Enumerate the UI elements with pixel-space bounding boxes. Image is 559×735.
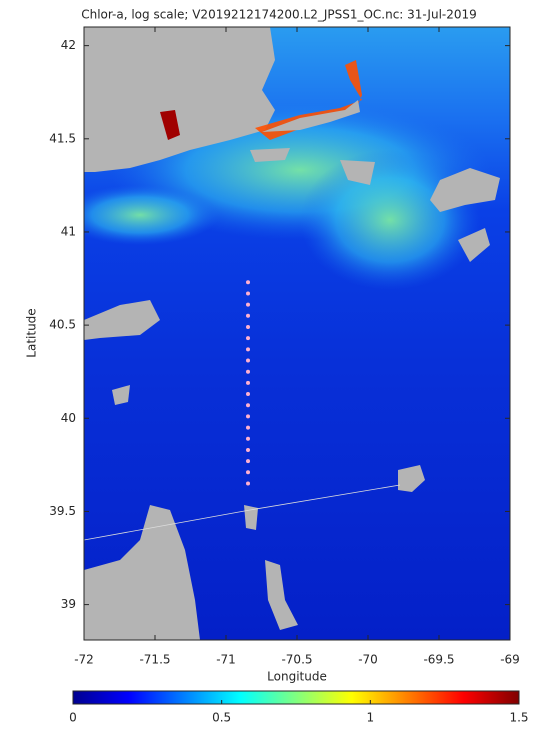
station [246, 324, 251, 329]
station [246, 403, 251, 408]
station [246, 380, 251, 385]
y-tick-label: 40.5 [49, 318, 76, 332]
cape-cod [262, 100, 360, 132]
x-tick-label: -70.5 [281, 653, 312, 667]
station [246, 336, 251, 341]
cloud [265, 560, 298, 630]
cloud [398, 465, 425, 492]
bloom [300, 150, 480, 290]
station [246, 436, 251, 441]
y-tick-label: 42 [61, 38, 76, 52]
cloud [244, 505, 258, 530]
marthas-vineyard [250, 148, 290, 162]
colorbar-tick-label: 1 [367, 711, 375, 725]
station [246, 369, 251, 374]
coast-high [160, 110, 180, 140]
x-tick-label: -71 [216, 653, 236, 667]
x-tick-label: -69 [500, 653, 520, 667]
station [246, 414, 251, 419]
y-axis-label: Latitude [25, 308, 39, 357]
nantucket [340, 160, 375, 185]
station [246, 347, 251, 352]
station [246, 470, 251, 475]
station [246, 392, 251, 397]
cloud [112, 385, 130, 405]
map-image [84, 27, 510, 640]
x-tick-label: -71.5 [139, 653, 170, 667]
track-line [84, 484, 401, 541]
station [246, 481, 251, 486]
station [246, 313, 251, 318]
colorbar-tick-label: 0 [69, 711, 77, 725]
station [246, 302, 251, 307]
cloud [84, 505, 200, 640]
station [246, 280, 251, 285]
land [84, 27, 275, 172]
cloud [84, 300, 160, 340]
station [246, 291, 251, 296]
chart-title: Chlor-a, log scale; V2019212174200.L2_JP… [81, 8, 477, 22]
y-tick-label: 39.5 [49, 504, 76, 518]
colorbar-tick-label: 0.5 [212, 711, 231, 725]
station [246, 447, 251, 452]
bloom [84, 185, 220, 245]
colorbar [72, 690, 520, 705]
y-tick-label: 40 [61, 411, 76, 425]
station [246, 425, 251, 430]
x-tick-label: -70 [358, 653, 378, 667]
colorbar-tick-label: 1.5 [509, 711, 528, 725]
x-axis-label: Longitude [267, 670, 327, 684]
y-tick-label: 41 [61, 224, 76, 238]
x-tick-label: -72 [74, 653, 94, 667]
y-tick-label: 41.5 [49, 131, 76, 145]
station [246, 459, 251, 464]
y-tick-label: 39 [61, 597, 76, 611]
cloud [430, 168, 500, 212]
station [246, 358, 251, 363]
cloud [458, 228, 490, 262]
x-tick-label: -69.5 [423, 653, 454, 667]
